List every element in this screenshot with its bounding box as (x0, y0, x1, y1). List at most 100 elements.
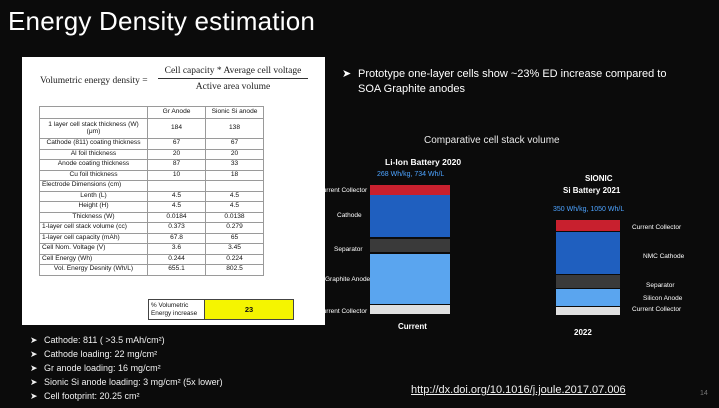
sionic-label-cathode: NMC Cathode (643, 253, 685, 260)
arrow-bullet-icon: ➤ (30, 377, 38, 387)
sionic-anode-block (556, 289, 620, 306)
table-row: Electrode Dimensions (cm) (39, 180, 264, 192)
doi-link[interactable]: http://dx.doi.org/10.1016/j.joule.2017.0… (411, 384, 626, 396)
sionic-cathode-block (556, 232, 620, 274)
sionic-label-collector-bottom: Current Collector (632, 306, 682, 313)
table-row: Cell Nom. Voltage (V) 3.6 3.45 (39, 243, 264, 255)
table-row: Cathode (811) coating thickness 67 67 (39, 138, 264, 150)
table-header-cell: Gr Anode (147, 106, 206, 119)
table-cell: 67 (205, 138, 264, 150)
volumetric-increase-box: % Volumetric Energy increase 23 (148, 299, 294, 320)
volumetric-increase-label: % Volumetric Energy increase (149, 300, 205, 319)
table-cell: 1-layer cell capacity (mAh) (39, 232, 148, 244)
li-ion-cathode-block (370, 195, 450, 237)
li-ion-specs: 268 Wh/kg, 734 Wh/L (377, 171, 445, 178)
table-cell (147, 180, 206, 192)
chart-title: Comparative cell stack volume (424, 135, 560, 146)
sionic-collector-top (556, 220, 620, 231)
arrow-bullet-icon: ➤ (30, 363, 38, 373)
table-cell: 0.0184 (147, 211, 206, 223)
table-row: Al foil thickness 20 20 (39, 148, 264, 160)
table-cell: 3.45 (205, 243, 264, 255)
table-row: 1-layer cell stack volume (cc) 0.373 0.2… (39, 222, 264, 234)
energy-density-table-panel: Volumetric energy density = Cell capacit… (22, 57, 325, 325)
li-ion-collector-bottom (370, 305, 450, 314)
energy-density-table: Gr Anode Sionic Si anode 1 layer cell st… (39, 106, 264, 276)
table-cell: 10 (147, 169, 206, 181)
bullet-text: Cell footprint: 20.25 cm² (44, 391, 140, 401)
bullet-item: ➤ Cell footprint: 20.25 cm² (30, 391, 140, 402)
sionic-collector-bottom (556, 307, 620, 315)
bullet-text: Cathode loading: 22 mg/cm² (44, 349, 158, 359)
table-cell: 20 (205, 148, 264, 160)
table-row: Cell Energy (Wh) 0.244 0.224 (39, 253, 264, 265)
table-cell: 4.5 (205, 201, 264, 213)
table-cell: Anode coating thickness (39, 159, 148, 171)
bullet-item: ➤ Cathode: 811 ( >3.5 mAh/cm²) (30, 335, 165, 346)
li-ion-label-cathode: Cathode (337, 212, 362, 219)
table-row: Anode coating thickness 87 33 (39, 159, 264, 171)
arrow-bullet-icon: ➤ (30, 335, 38, 345)
table-cell: 0.373 (147, 222, 206, 234)
table-header-cell: Sionic Si anode (205, 106, 264, 119)
bullet-text: Sionic Si anode loading: 3 mg/cm² (5x lo… (44, 377, 223, 387)
li-ion-heading: Li-Ion Battery 2020 (385, 157, 462, 167)
table-cell: 18 (205, 169, 264, 181)
table-cell: 3.6 (147, 243, 206, 255)
volumetric-increase-value: 23 (205, 300, 293, 319)
table-row: 1-layer cell capacity (mAh) 67.8 65 (39, 232, 264, 244)
sionic-label-anode: Silicon Anode (643, 295, 683, 302)
table-cell (205, 180, 264, 192)
arrow-bullet-icon: ➤ (30, 391, 38, 401)
arrow-bullet-icon: ➤ (30, 349, 38, 359)
sionic-specs: 350 Wh/kg, 1050 Wh/L (553, 206, 625, 213)
x-label-current: Current (398, 322, 427, 331)
table-cell: Al foil thickness (39, 148, 148, 160)
table-cell: 67.8 (147, 232, 206, 244)
table-cell: 184 (147, 118, 206, 139)
bullet-item: ➤ Gr anode loading: 16 mg/cm² (30, 363, 161, 374)
table-cell: 4.5 (205, 190, 264, 202)
table-cell: Electrode Dimensions (cm) (39, 180, 148, 192)
table-cell: Cathode (811) coating thickness (39, 138, 148, 150)
sionic-subheading: Si Battery 2021 (563, 186, 621, 195)
li-ion-label-collector-bottom: Current Collector (318, 308, 368, 315)
table-cell: 1 layer cell stack thickness (W) (μm) (39, 118, 148, 139)
table-cell: Vol. Energy Desnity (Wh/L) (39, 264, 148, 276)
table-cell: 67 (147, 138, 206, 150)
table-cell: Cu foil thickness (39, 169, 148, 181)
page-number: 14 (700, 390, 708, 397)
table-cell: 4.5 (147, 190, 206, 202)
table-cell: 655.1 (147, 264, 206, 276)
sionic-label-separator: Separator (646, 282, 675, 289)
li-ion-collector-top (370, 185, 450, 195)
table-header-row: Gr Anode Sionic Si anode (39, 106, 264, 119)
table-cell: Height (H) (39, 201, 148, 213)
table-cell: 1-layer cell stack volume (cc) (39, 222, 148, 234)
table-cell: 0.224 (205, 253, 264, 265)
table-row: 1 layer cell stack thickness (W) (μm) 18… (39, 118, 264, 139)
table-cell: 33 (205, 159, 264, 171)
table-cell: 802.5 (205, 264, 264, 276)
li-ion-label-collector-top: Current Collector (318, 187, 368, 194)
slide-title: Energy Density estimation (8, 6, 316, 36)
sionic-label-collector-top: Current Collector (632, 224, 682, 231)
bullet-text: Cathode: 811 ( >3.5 mAh/cm²) (44, 335, 165, 345)
bullet-item: ➤ Sionic Si anode loading: 3 mg/cm² (5x l… (30, 377, 223, 388)
ed-increase-text: Prototype one-layer cells show ~23% ED i… (358, 68, 667, 95)
li-ion-label-separator: Separator (334, 246, 363, 253)
table-row: Cu foil thickness 10 18 (39, 169, 264, 181)
table-cell: 0.0138 (205, 211, 264, 223)
table-cell: 0.279 (205, 222, 264, 234)
li-ion-anode-block (370, 254, 450, 304)
table-cell: Lenth (L) (39, 190, 148, 202)
formula-lhs: Volumetric energy density = (40, 76, 148, 86)
arrow-bullet-icon: ➤ (342, 68, 352, 80)
bullet-item: ➤ Cathode loading: 22 mg/cm² (30, 349, 157, 360)
bullet-text: Gr anode loading: 16 mg/cm² (44, 363, 161, 373)
table-cell: 87 (147, 159, 206, 171)
sionic-heading: SIONIC (585, 174, 613, 183)
formula-denominator: Active area volume (195, 82, 271, 92)
table-row: Lenth (L) 4.5 4.5 (39, 190, 264, 202)
table-cell: 65 (205, 232, 264, 244)
